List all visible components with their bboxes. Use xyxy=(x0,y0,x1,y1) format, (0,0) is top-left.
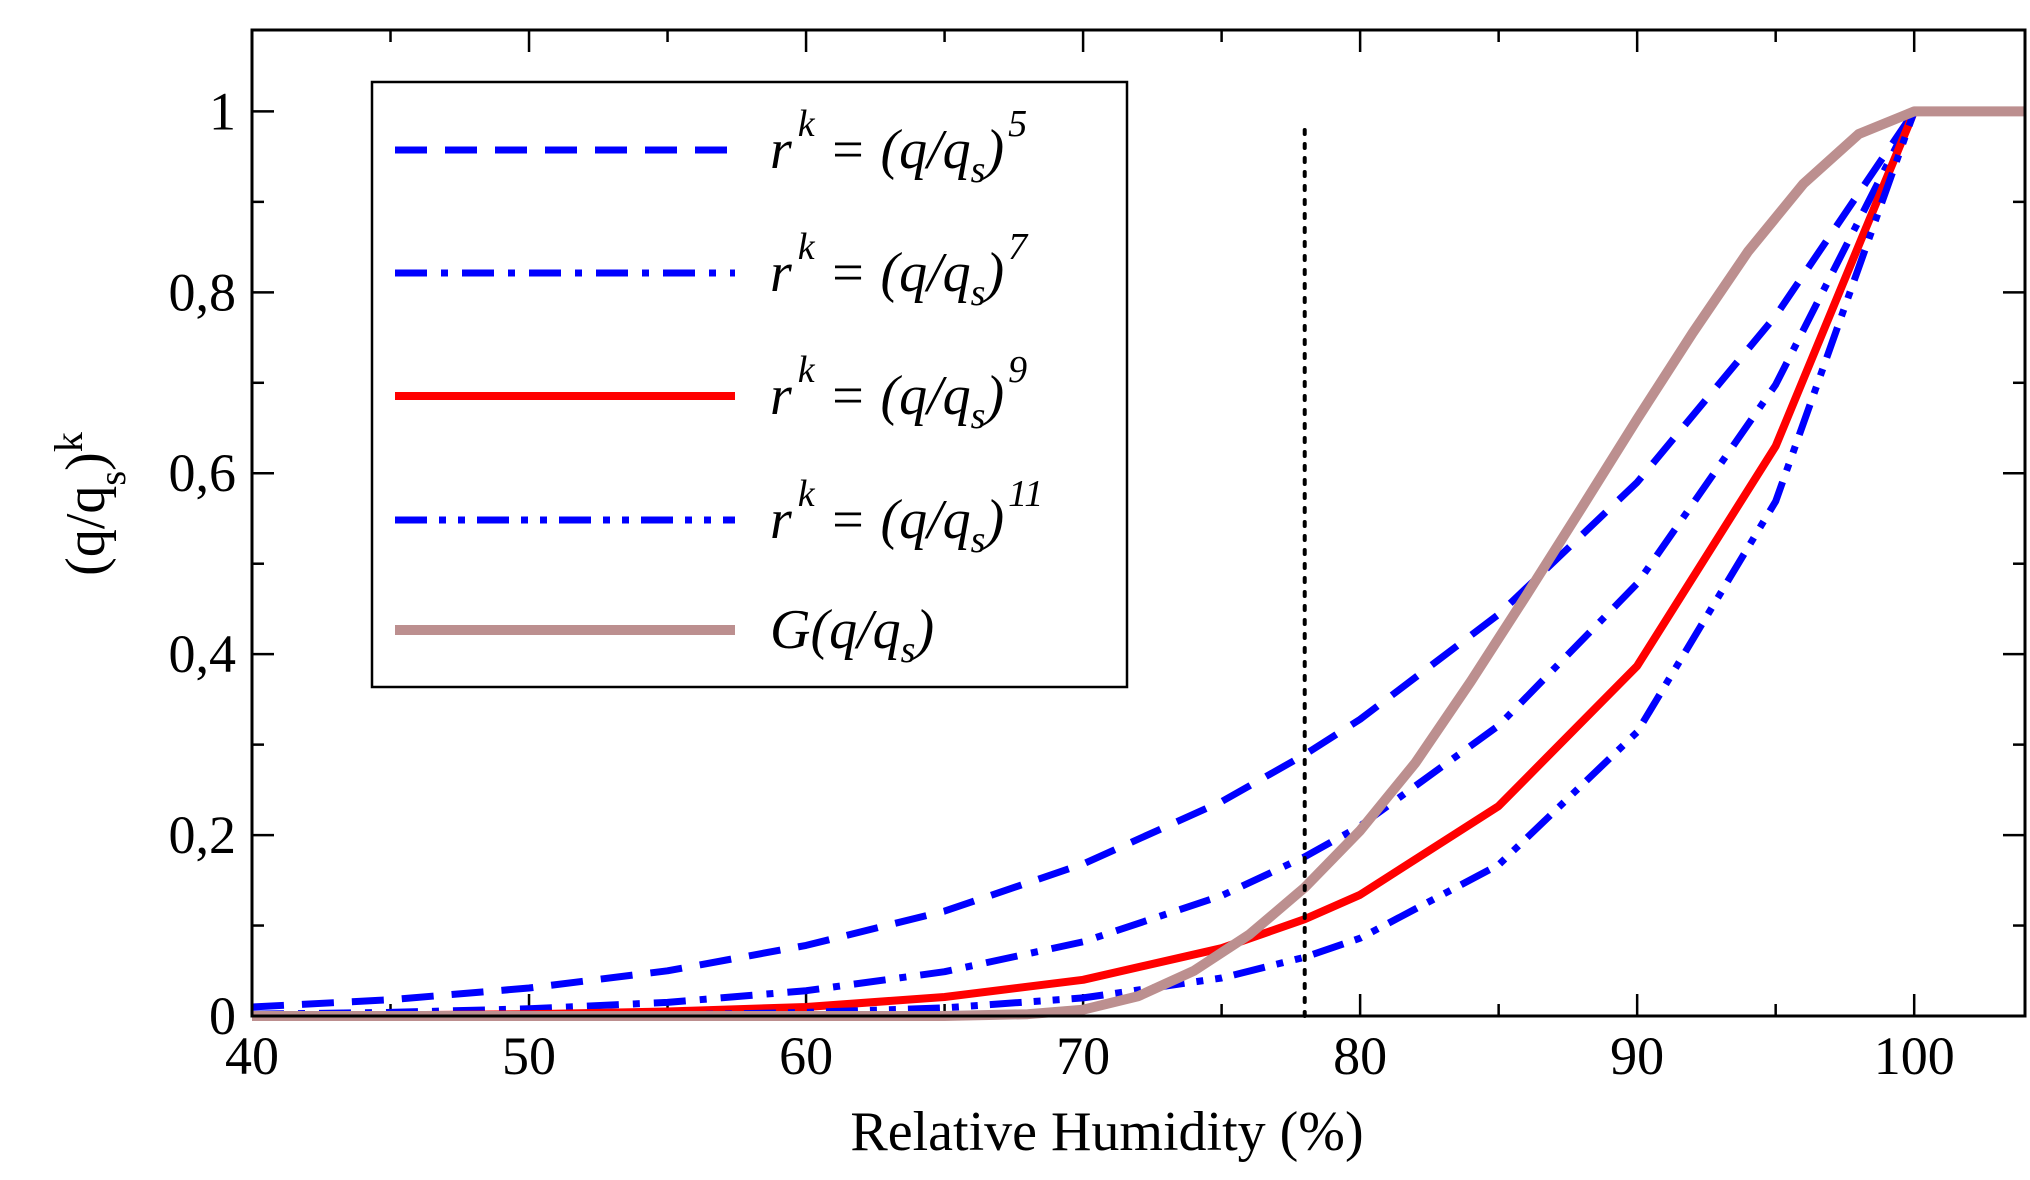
legend-label-4: r k = (q/qs) 11 xyxy=(770,473,1043,561)
legend-label-3: r k = (q/qs) 9 xyxy=(770,349,1027,437)
series-lines xyxy=(251,106,2025,1021)
plot-frame xyxy=(250,28,2027,1018)
x-tick-label: 80 xyxy=(1333,1026,1387,1086)
x-tick-label: 50 xyxy=(502,1026,556,1086)
legend: r k = (q/qs) 5 r k = (q/qs) 7 r k = (q/qs) 9 r k = (q/… xyxy=(370,80,1129,689)
series-line-5 xyxy=(252,106,2025,1021)
legend-label-1: r k = (q/qs) 5 xyxy=(770,103,1027,191)
legend-label-2: r k = (q/qs) 7 xyxy=(770,226,1029,314)
y-tick-label: 0,4 xyxy=(169,624,237,684)
y-tick-label: 1 xyxy=(209,81,236,141)
y-tick-label: 0,2 xyxy=(169,805,237,865)
x-tick-label: 90 xyxy=(1610,1026,1664,1086)
series-line-1 xyxy=(251,107,2025,1011)
legend-box xyxy=(370,80,1129,689)
x-tick-label: 70 xyxy=(1056,1026,1110,1086)
y-tick-label: 0,8 xyxy=(169,262,237,322)
x-tick-label: 60 xyxy=(779,1026,833,1086)
y-tick-label: 0,6 xyxy=(169,443,237,503)
x-tick-label: 100 xyxy=(1874,1026,1955,1086)
x-tick-label: 40 xyxy=(225,1026,279,1086)
series-line-4 xyxy=(251,107,2025,1020)
y-tick-label: 0 xyxy=(209,986,236,1046)
y-axis-title: (q/qs)k xyxy=(46,432,135,576)
tick-labels: 40 50 60 70 80 90 100 0 0,2 0,4 0,6 0,8 1 xyxy=(169,81,1955,1086)
x-axis-title: Relative Humidity (%) xyxy=(850,1101,1363,1163)
legend-label-5: G(q/qs) xyxy=(770,599,934,671)
